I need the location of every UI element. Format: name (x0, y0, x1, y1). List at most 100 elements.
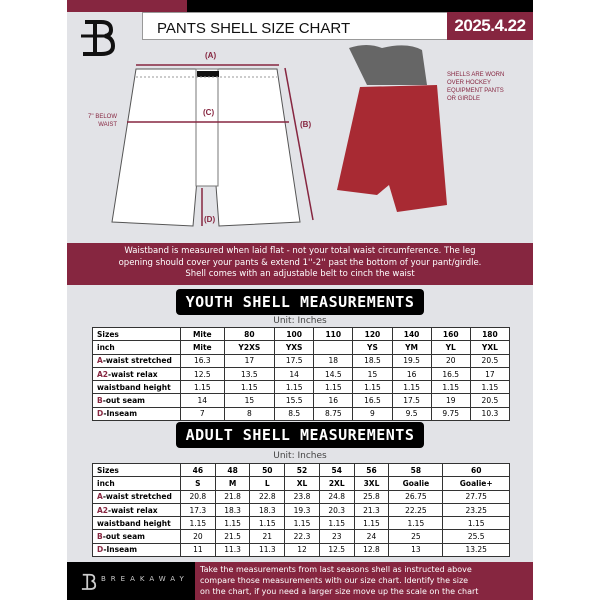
table-cell: 1.15 (352, 380, 393, 395)
breakaway-logo-icon (81, 20, 116, 56)
table-row: waistband height 1.15 1.15 1.15 1.15 1.15 1.15… (92, 516, 510, 531)
table-row: A2-waist relax 12.5 13.5 14 14.5 15 16 16.5 17 (92, 366, 511, 382)
instruction-line: on the chart, if you need a larger size … (200, 587, 479, 596)
shell-note-line: OVER HOCKEY (447, 80, 492, 86)
measurement-key: A2 (97, 505, 109, 515)
table-cell: 160 (430, 326, 471, 342)
top-bar (187, 0, 533, 12)
measurement-key: B (97, 532, 103, 542)
table-cell: Y2XS (223, 340, 276, 355)
date-badge: 2025.4.22 (447, 12, 533, 40)
row-label: inch (92, 340, 181, 355)
measurement-label: -Inseam (103, 545, 138, 555)
page-title: PANTS SHELL SIZE CHART (142, 12, 447, 40)
label-c: (C) (203, 108, 215, 117)
table-cell: 15.5 (274, 393, 315, 408)
table-cell: 17 (469, 366, 511, 382)
table-cell: 13 (388, 542, 444, 558)
table-cell: 17.3 (180, 502, 216, 518)
pants-outline-icon (111, 45, 447, 227)
table-row: B-out seam 14 15 15.5 16 16.5 17.5 19 20.5 (92, 393, 511, 408)
table-cell: 19.3 (284, 502, 320, 518)
table-cell: 48 (214, 462, 251, 478)
table-cell: 17.5 (274, 353, 315, 368)
table-cell: 24.8 (318, 489, 355, 504)
row-label: Sizes (92, 326, 181, 342)
table-cell: 27.75 (442, 489, 510, 504)
table-cell: 52 (284, 462, 320, 478)
table-row: Sizes 46 48 50 52 54 56 58 60 (92, 462, 510, 478)
table-cell: 26.75 (388, 489, 444, 504)
table-cell: 18.3 (214, 502, 251, 518)
table-cell: 9.75 (430, 406, 471, 422)
table-cell: 1.15 (180, 516, 216, 531)
c-note-line: 7'' BELOW (88, 114, 117, 120)
table-cell: 1.15 (223, 380, 276, 395)
table-cell: 56 (353, 462, 390, 478)
measurement-key: A (97, 356, 103, 366)
measurement-label: -out seam (102, 396, 145, 406)
table-cell: 80 (223, 326, 276, 342)
table-cell: 110 (313, 326, 354, 342)
table-cell: 21.3 (353, 502, 390, 518)
instruction-line: compare those measurements with our size… (200, 576, 469, 585)
table-cell: 13.5 (223, 366, 276, 382)
table-cell: 20 (180, 529, 216, 544)
measurement-info-band: Waistband is measured when laid flat - n… (67, 243, 533, 285)
table-cell: YM (391, 340, 432, 355)
label-a: (A) (205, 51, 217, 60)
pants-diagram: (A) (B) (C) (D) 7'' BELOW WAIST SHELLS A… (67, 40, 533, 243)
measurement-key: B (97, 396, 103, 406)
table-cell: 50 (249, 462, 286, 478)
table-cell (313, 340, 354, 355)
table-cell: 19 (430, 393, 471, 408)
table-row: inch S M L XL 2XL 3XL Goalie Goalie+ (92, 476, 510, 491)
table-cell: 25.5 (442, 529, 510, 544)
measurement-label: waistband height (97, 518, 171, 528)
table-cell: 9.5 (391, 406, 432, 422)
table-cell: 7 (180, 406, 225, 422)
table-cell: 1.15 (274, 380, 315, 395)
table-cell: Goalie (388, 476, 444, 491)
shell-note-line: OR GIRDLE (447, 96, 481, 102)
table-cell: 20.3 (318, 502, 355, 518)
shell-note-line: SHELLS ARE WORN (447, 72, 505, 78)
row-label: A2-waist relax (92, 366, 181, 382)
row-label: D-Inseam (92, 542, 181, 558)
table-row: A-waist stretched 20.8 21.8 22.8 23.8 24.8 25.… (92, 489, 510, 504)
table-cell: 11.3 (249, 542, 286, 558)
table-cell: 8 (223, 406, 276, 422)
measurement-label: -Inseam (103, 409, 138, 419)
table-cell: 12.8 (353, 542, 390, 558)
table-cell: 16 (391, 366, 432, 382)
table-cell: 18.5 (352, 353, 393, 368)
table-cell: 14 (180, 393, 225, 408)
adult-unit-label: Unit: Inches (273, 451, 327, 461)
table-cell: 58 (388, 462, 444, 478)
measurement-key: D (97, 409, 104, 419)
table-row: A-waist stretched 16.3 17 17.5 18 18.5 19.5 20 2… (92, 353, 511, 368)
breakaway-logo-icon (81, 573, 97, 590)
row-label: waistband height (92, 380, 181, 395)
measurement-label: waistband height (97, 382, 171, 392)
measurement-label: -out seam (102, 532, 145, 542)
table-cell: 1.15 (313, 380, 354, 395)
youth-size-table: Sizes Mite 80 100 110 120 140 160 180 inch Mite Y2X… (92, 326, 511, 422)
table-cell: 60 (442, 462, 510, 478)
table-row: inch Mite Y2XS YXS YS YM YL YXL (92, 340, 511, 355)
table-cell: 24 (353, 529, 390, 544)
table-cell: 14.5 (313, 366, 354, 382)
table-cell: 1.15 (214, 516, 251, 531)
measurement-label: Sizes (97, 329, 119, 339)
table-cell: 46 (180, 462, 216, 478)
table-cell: 18 (313, 353, 354, 368)
table-row: D-Inseam 11 11.3 11.3 12 12.5 12.8 13 13.25 (92, 542, 510, 558)
table-cell: Mite (180, 340, 225, 355)
table-cell: 21.8 (214, 489, 251, 504)
footer-instructions: Take the measurements from last seasons … (195, 562, 533, 600)
table-cell: XL (284, 476, 320, 491)
table-cell: 9 (352, 406, 393, 422)
measurement-label: inch (97, 342, 115, 352)
table-cell: 19.5 (391, 353, 432, 368)
table-cell: 12.5 (180, 366, 225, 382)
